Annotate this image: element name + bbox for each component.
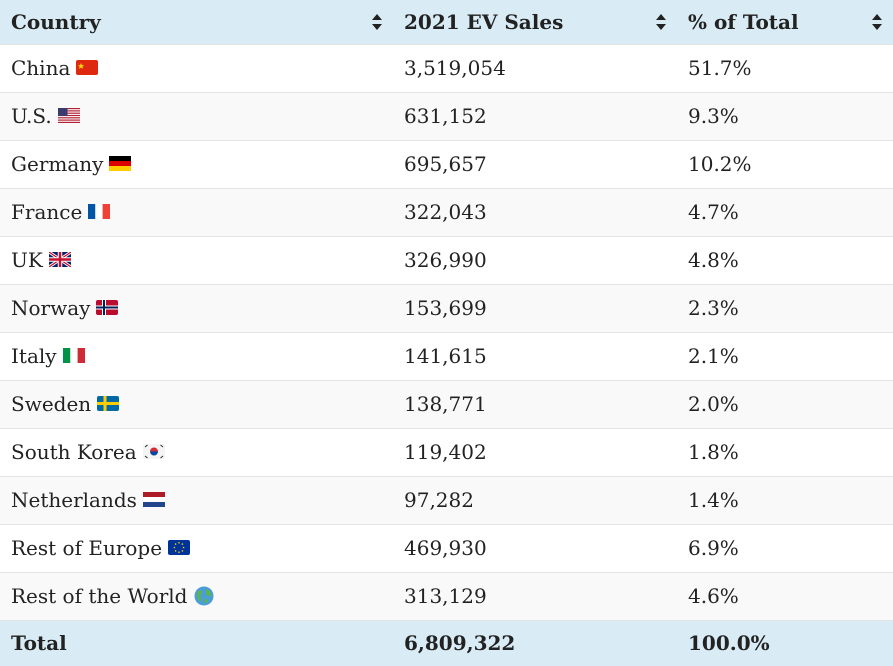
table-footer: Total 6,809,322 100.0% [0, 619, 893, 666]
country-name: UK [11, 248, 43, 272]
sales-cell: 141,615 [393, 331, 677, 380]
table-row: Germany 695,657 10.2% [0, 139, 893, 188]
country-cell: Sweden [0, 379, 393, 428]
us-flag-icon [57, 108, 80, 123]
column-header-label: 2021 EV Sales [404, 9, 564, 34]
eu-flag-icon [168, 540, 191, 555]
south-korea-flag-icon [142, 444, 165, 459]
country-name: Netherlands [11, 488, 137, 512]
sales-cell: 138,771 [393, 379, 677, 428]
share-cell: 1.4% [677, 475, 893, 524]
country-cell: China [0, 43, 393, 92]
sort-icon[interactable] [371, 13, 383, 31]
table-row: Rest of the World 313,129 4.6% [0, 571, 893, 620]
sort-icon[interactable] [871, 13, 883, 31]
country-cell: Norway [0, 283, 393, 332]
country-name: France [11, 200, 83, 224]
column-header-country[interactable]: Country [0, 0, 393, 44]
sales-cell: 695,657 [393, 139, 677, 188]
country-name: Sweden [11, 392, 92, 416]
germany-flag-icon [109, 156, 132, 171]
share-cell: 4.8% [677, 235, 893, 284]
sales-cell: 326,990 [393, 235, 677, 284]
share-cell: 2.1% [677, 331, 893, 380]
netherlands-flag-icon [142, 492, 165, 507]
share-cell: 2.3% [677, 283, 893, 332]
country-cell: Rest of the World [0, 571, 393, 620]
share-cell: 2.0% [677, 379, 893, 428]
country-name: Norway [11, 296, 91, 320]
sales-cell: 469,930 [393, 523, 677, 572]
share-cell: 51.7% [677, 43, 893, 92]
total-label: Total [0, 619, 393, 666]
country-cell: South Korea [0, 427, 393, 476]
share-cell: 4.6% [677, 571, 893, 620]
table-row: Rest of Europe 469,930 6.9% [0, 523, 893, 572]
table-row: Netherlands 97,282 1.4% [0, 475, 893, 524]
table-header: Country 2021 EV Sales % of Total [0, 0, 893, 44]
total-sales: 6,809,322 [393, 619, 677, 666]
country-name: Germany [11, 152, 104, 176]
china-flag-icon [76, 60, 99, 75]
column-header-label: Country [11, 9, 101, 34]
globe-icon [194, 586, 214, 605]
sales-cell: 97,282 [393, 475, 677, 524]
country-name: U.S. [11, 104, 52, 128]
sales-cell: 322,043 [393, 187, 677, 236]
share-cell: 10.2% [677, 139, 893, 188]
table-row: Italy 141,615 2.1% [0, 331, 893, 380]
table-row: France 322,043 4.7% [0, 187, 893, 236]
sweden-flag-icon [97, 396, 120, 411]
table-row: Sweden 138,771 2.0% [0, 379, 893, 428]
table-body: China 3,519,054 51.7% U.S. 631,152 9.3% German… [0, 43, 893, 620]
share-cell: 6.9% [677, 523, 893, 572]
country-cell: France [0, 187, 393, 236]
total-share: 100.0% [677, 619, 893, 666]
sales-cell: 631,152 [393, 91, 677, 140]
sales-cell: 153,699 [393, 283, 677, 332]
sales-cell: 313,129 [393, 571, 677, 620]
country-name: Rest of the World [11, 584, 188, 608]
header-row: Country 2021 EV Sales % of Total [0, 0, 893, 44]
country-name: Italy [11, 344, 57, 368]
country-cell: Netherlands [0, 475, 393, 524]
italy-flag-icon [62, 348, 85, 363]
country-cell: Rest of Europe [0, 523, 393, 572]
uk-flag-icon [48, 252, 71, 267]
country-name: China [11, 56, 71, 80]
table-row: China 3,519,054 51.7% [0, 43, 893, 92]
norway-flag-icon [96, 300, 119, 315]
sort-icon[interactable] [655, 13, 667, 31]
table-row: South Korea 119,402 1.8% [0, 427, 893, 476]
share-cell: 9.3% [677, 91, 893, 140]
share-cell: 1.8% [677, 427, 893, 476]
country-cell: U.S. [0, 91, 393, 140]
table-row: UK 326,990 4.8% [0, 235, 893, 284]
france-flag-icon [88, 204, 111, 219]
share-cell: 4.7% [677, 187, 893, 236]
country-cell: Germany [0, 139, 393, 188]
country-name: South Korea [11, 440, 137, 464]
column-header-label: % of Total [688, 9, 799, 34]
table-row: U.S. 631,152 9.3% [0, 91, 893, 140]
country-name: Rest of Europe [11, 536, 163, 560]
total-row: Total 6,809,322 100.0% [0, 619, 893, 666]
table-row: Norway 153,699 2.3% [0, 283, 893, 332]
sales-cell: 3,519,054 [393, 43, 677, 92]
column-header-share[interactable]: % of Total [677, 0, 893, 44]
country-cell: Italy [0, 331, 393, 380]
sales-cell: 119,402 [393, 427, 677, 476]
column-header-sales[interactable]: 2021 EV Sales [393, 0, 677, 44]
country-cell: UK [0, 235, 393, 284]
